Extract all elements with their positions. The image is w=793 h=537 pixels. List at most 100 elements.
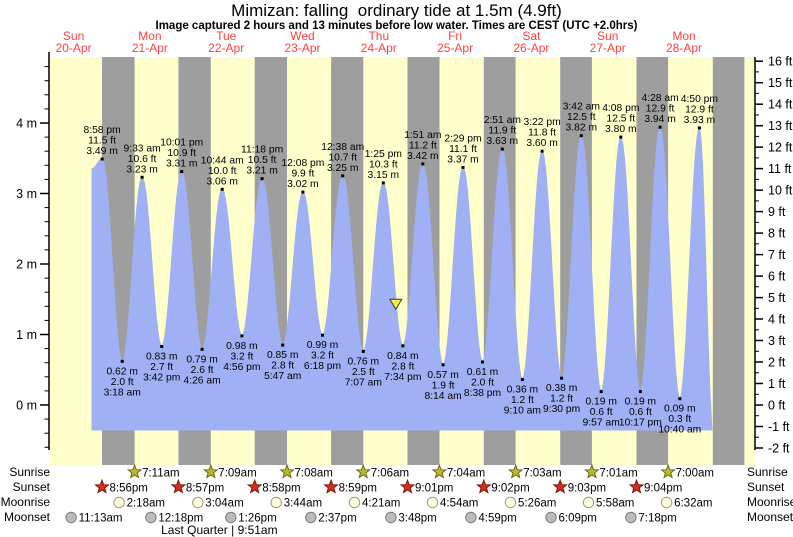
moonrise-time: 5:26am bbox=[518, 498, 556, 510]
moonset-time: 12:18pm bbox=[158, 513, 203, 525]
tide-extreme-dot bbox=[220, 187, 224, 191]
sunrise-icon bbox=[126, 463, 143, 479]
day-label: Fri bbox=[448, 29, 462, 43]
right-axis-label: 14 ft bbox=[768, 98, 793, 112]
tide-high-label: 12:38 am 10.7 ft 3.25 m bbox=[321, 142, 364, 174]
moonrise-time: 5:58am bbox=[596, 498, 634, 510]
tide-high-label: 10:01 pm 10.9 ft 3.31 m bbox=[160, 138, 203, 170]
tide-low-label: 0.19 m 0.6 ft 9:57 am bbox=[583, 397, 620, 429]
sunrise-time: 7:00am bbox=[676, 468, 714, 480]
right-axis-label: 15 ft bbox=[768, 76, 793, 90]
moonset-time: 3:48pm bbox=[398, 513, 436, 525]
tide-high-label: 4:50 pm 12.9 ft 3.93 m bbox=[681, 94, 718, 126]
tide-extreme-dot bbox=[120, 359, 124, 363]
right-axis-label: -2 ft bbox=[768, 442, 790, 456]
right-axis-label: 1 ft bbox=[768, 377, 786, 391]
right-axis-label: 5 ft bbox=[768, 291, 786, 305]
sunrise-icon bbox=[507, 463, 524, 479]
day-date-label: 22-Apr bbox=[208, 41, 244, 55]
sunset-time: 9:01pm bbox=[415, 483, 453, 495]
tide-extreme-dot bbox=[658, 125, 662, 129]
day-date-label: 20-Apr bbox=[56, 41, 92, 55]
tide-low-label: 0.85 m 2.8 ft 5:47 am bbox=[264, 350, 301, 382]
sunset-time: 9:04pm bbox=[644, 483, 682, 495]
day-label: Sun bbox=[597, 29, 618, 43]
moonrise-time: 3:44am bbox=[284, 498, 322, 510]
sunrise-time: 7:01am bbox=[599, 468, 637, 480]
tide-extreme-dot bbox=[461, 165, 465, 169]
tide-extreme-dot bbox=[500, 147, 504, 151]
tide-extreme-dot bbox=[540, 149, 544, 153]
tide-low-label: 0.09 m 0.3 ft 10:40 am bbox=[658, 404, 701, 436]
sunrise-time: 7:08am bbox=[295, 468, 333, 480]
tide-extreme-dot bbox=[260, 177, 264, 181]
day-label: Thu bbox=[368, 29, 389, 43]
right-axis-label: 12 ft bbox=[768, 141, 793, 155]
tide-extreme-dot bbox=[599, 390, 603, 394]
tide-extreme-dot bbox=[481, 360, 484, 364]
right-axis-label: 3 ft bbox=[768, 334, 786, 348]
right-axis-label: 6 ft bbox=[768, 270, 786, 284]
sunrise-time: 7:04am bbox=[447, 468, 485, 480]
moonset-icon bbox=[545, 511, 557, 524]
sunrise-time: 7:06am bbox=[371, 468, 409, 480]
moonset-icon bbox=[465, 511, 477, 524]
moonset-icon bbox=[145, 511, 157, 524]
left-axis-label: 0 m bbox=[16, 399, 37, 413]
moonrise-icon bbox=[426, 496, 439, 509]
sunrise-icon bbox=[431, 463, 448, 479]
moonrise-icon bbox=[192, 496, 204, 509]
moonrise-time: 4:21am bbox=[362, 498, 400, 510]
sunrise-row-label-left: Sunrise bbox=[9, 465, 50, 479]
sunrise-time: 7:11am bbox=[142, 468, 180, 480]
tide-extreme-dot bbox=[381, 181, 385, 185]
tide-high-label: 4:28 am 12.9 ft 3.94 m bbox=[641, 93, 678, 125]
moonset-icon bbox=[625, 511, 637, 524]
tide-extreme-dot bbox=[200, 347, 204, 351]
tide-high-label: 10:44 am 10.0 ft 3.06 m bbox=[201, 155, 244, 187]
moonset-row-label-left: Moonset bbox=[3, 510, 50, 524]
sunset-row-label-left: Sunset bbox=[12, 480, 50, 494]
sunset-icon bbox=[323, 478, 339, 494]
tide-extreme-dot bbox=[441, 363, 445, 367]
tide-extreme-dot bbox=[301, 190, 305, 194]
right-axis-label: 7 ft bbox=[768, 248, 786, 262]
left-axis-label: 1 m bbox=[16, 328, 37, 342]
tide-high-label: 11:18 pm 10.5 ft 3.21 m bbox=[241, 145, 283, 177]
sunset-time: 8:56pm bbox=[110, 483, 148, 495]
day-date-label: 23-Apr bbox=[284, 41, 320, 55]
day-label: Mon bbox=[138, 29, 161, 43]
night-band bbox=[712, 57, 745, 465]
tide-low-label: 0.79 m 2.6 ft 4:26 am bbox=[183, 354, 220, 386]
tide-high-label: 12:08 pm 9.9 ft 3.02 m bbox=[281, 158, 324, 190]
day-label: Mon bbox=[672, 29, 695, 43]
day-date-label: 28-Apr bbox=[666, 41, 702, 55]
tide-extreme-dot bbox=[321, 333, 324, 337]
moonrise-icon bbox=[270, 496, 282, 509]
tide-low-label: 0.57 m 1.9 ft 8:14 am bbox=[424, 370, 461, 402]
right-axis-label: 4 ft bbox=[768, 313, 786, 327]
day-label: Sun bbox=[63, 29, 84, 43]
sunset-time: 8:58pm bbox=[262, 483, 300, 495]
moonset-icon bbox=[225, 511, 237, 524]
right-axis-label: 0 ft bbox=[768, 399, 786, 413]
sunrise-icon bbox=[584, 463, 600, 479]
tide-high-label: 2:51 am 11.9 ft 3.63 m bbox=[484, 115, 521, 147]
sunrise-icon bbox=[355, 463, 372, 479]
tide-extreme-dot bbox=[619, 135, 623, 139]
moonrise-row-label-left: Moonrise bbox=[0, 495, 50, 509]
right-axis-label: 2 ft bbox=[768, 356, 786, 370]
tide-extreme-dot bbox=[697, 126, 701, 130]
tide-extreme-dot bbox=[678, 397, 682, 401]
sunrise-icon bbox=[202, 463, 219, 479]
tide-extreme-dot bbox=[281, 343, 285, 347]
chart-subtitle: Image captured 2 hours and 13 minutes be… bbox=[155, 20, 638, 32]
tide-high-label: 1:51 am 11.2 ft 3.42 m bbox=[404, 130, 441, 162]
sunrise-time: 7:03am bbox=[523, 468, 561, 480]
tide-low-label: 0.62 m 2.0 ft 3:18 am bbox=[104, 366, 141, 398]
tide-high-label: 3:22 pm 11.8 ft 3.60 m bbox=[523, 117, 560, 149]
left-axis-label: 2 m bbox=[16, 258, 37, 272]
day-date-label: 27-Apr bbox=[590, 41, 626, 55]
moonset-icon bbox=[385, 511, 397, 524]
sunrise-icon bbox=[660, 463, 676, 479]
